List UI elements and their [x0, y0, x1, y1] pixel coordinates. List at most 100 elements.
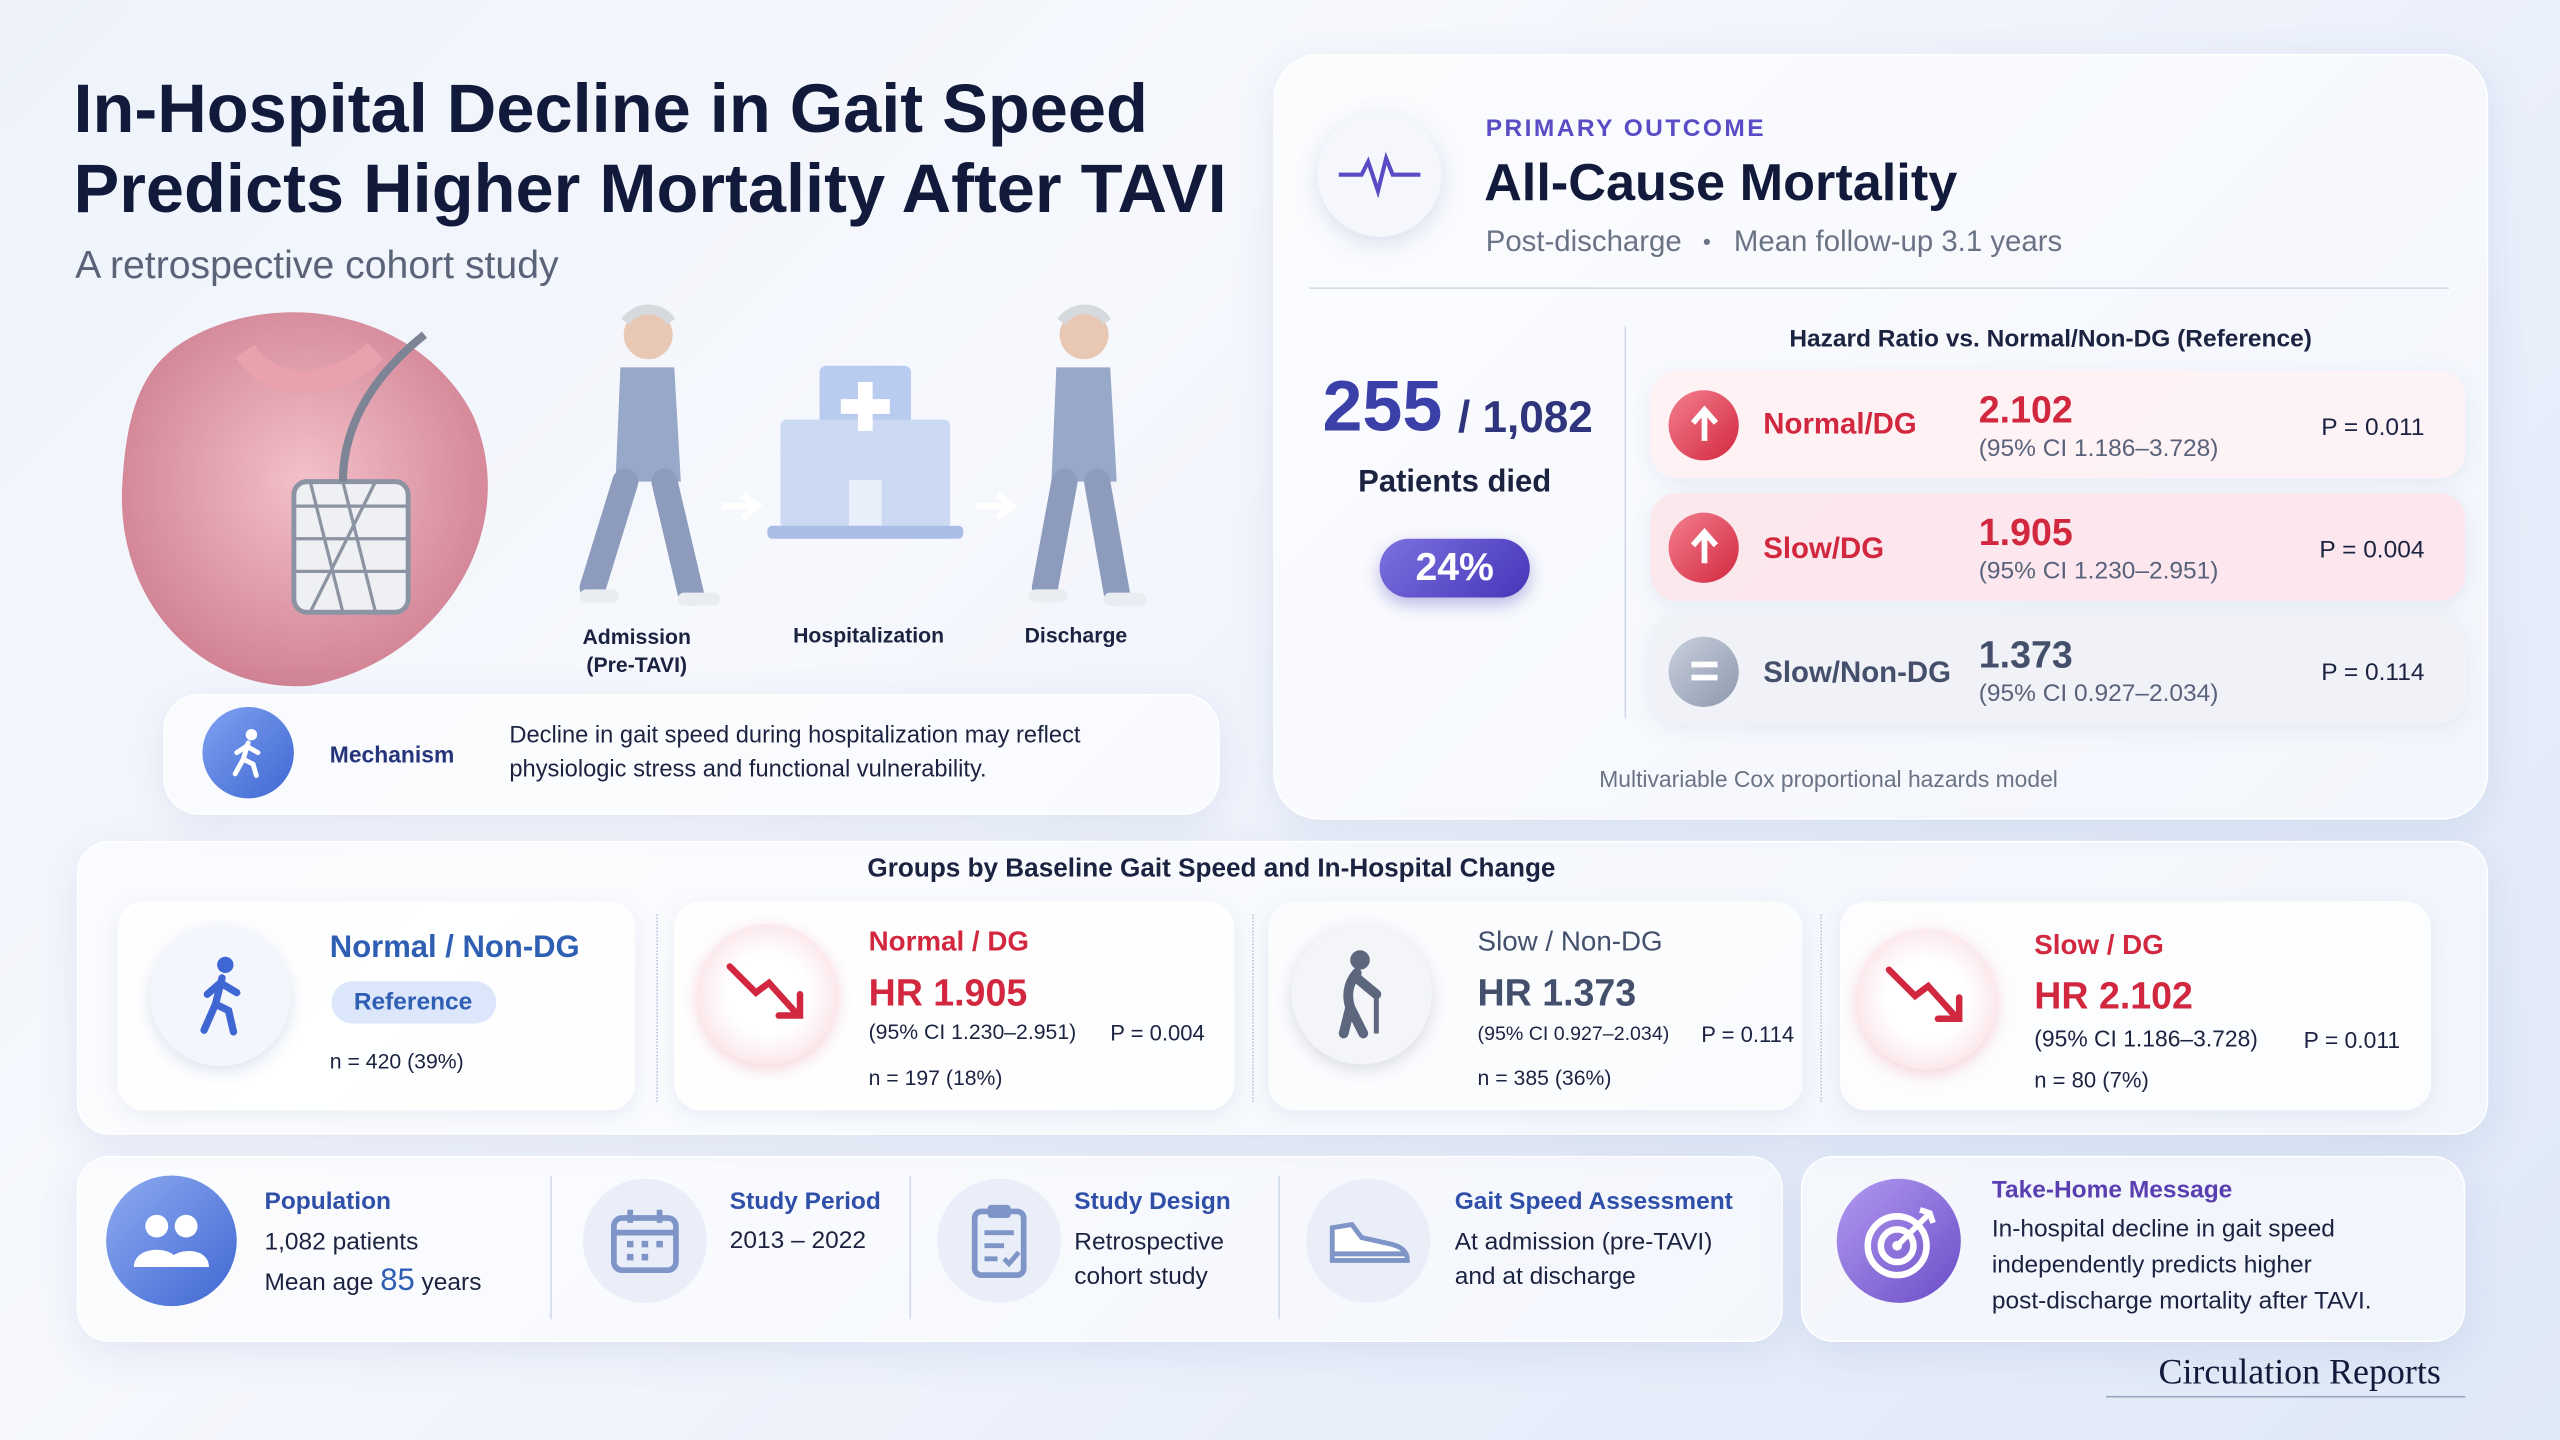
hazard-group: Slow/DG [1763, 531, 1885, 565]
subtitle: A retrospective cohort study [75, 243, 559, 288]
arrow [976, 492, 1018, 521]
separator [1252, 914, 1254, 1103]
deaths-label: Patients died [1358, 465, 1552, 500]
reference-label: Reference [353, 988, 473, 1017]
group-n: n = 420 (39%) [329, 1049, 464, 1074]
outcome-kicker: PRIMARY OUTCOME [1485, 114, 1767, 143]
outcome-detail: Post-discharge [1485, 224, 1682, 258]
groups-title: Groups by Baseline Gait Speed and In-Hos… [867, 855, 1556, 883]
age-prefix: Mean age [264, 1268, 374, 1297]
icon-part [848, 479, 882, 529]
separator [656, 914, 658, 1103]
hazard-row [1650, 615, 2466, 724]
hazard-row [1650, 370, 2466, 479]
icon-part [133, 1249, 209, 1267]
icon-part [579, 589, 720, 606]
icon-part [174, 1214, 198, 1238]
icon-part [1877, 1226, 1917, 1266]
icon-part [232, 740, 261, 778]
arrow [721, 492, 763, 521]
icon-part [1895, 1207, 1936, 1248]
footer-title: Study Design [1074, 1187, 1231, 1216]
group-p: P = 0.011 [2303, 1026, 2401, 1053]
population-icon [106, 1175, 237, 1307]
reference-badge [331, 981, 497, 1024]
icon-part [1329, 1221, 1410, 1263]
icon-part [1051, 367, 1117, 482]
footer-text: At admission (pre-TAVI) [1454, 1228, 1713, 1257]
icon-part [293, 480, 409, 613]
up-arrow [1690, 405, 1719, 441]
footnote: Multivariable Cox proportional hazards m… [1599, 765, 2058, 792]
shoe-icon [1329, 1221, 1410, 1263]
elderly-icon [1338, 950, 1382, 1039]
icon-part [623, 310, 673, 360]
icon-part [721, 492, 763, 521]
group-hr: HR 1.905 [868, 971, 1028, 1014]
source: Circulation Reports [2158, 1350, 2441, 1392]
mechanism-box [163, 693, 1220, 815]
hazard-ci: (95% CI 1.186–3.728) [1978, 434, 2219, 463]
icon-part [1059, 310, 1109, 360]
hazard-value: 1.373 [1978, 633, 2073, 676]
mechanism-text: Decline in gait speed during hospitaliza… [509, 722, 1081, 749]
outcome-detail: Mean follow-up 3.1 years [1733, 224, 2063, 258]
equal-icon [1668, 636, 1739, 707]
hazard-value: 2.102 [1978, 388, 2073, 431]
hazard-ci: (95% CI 1.230–2.951) [1978, 557, 2219, 586]
group-icon [1291, 924, 1432, 1065]
walk-icon [200, 956, 241, 1036]
icon-part [245, 728, 258, 741]
decline-icon [726, 963, 804, 1019]
group-ci: (95% CI 1.186–3.728) [2034, 1025, 2258, 1052]
group-hr: HR 2.102 [2034, 974, 2193, 1017]
icon-part [1864, 1213, 1930, 1279]
hazard-group: Normal/DG [1763, 407, 1917, 441]
outcome-title: All-Cause Mortality [1484, 152, 1958, 212]
footer-title: Gait Speed Assessment [1454, 1187, 1733, 1216]
footer-text: and at discharge [1454, 1262, 1636, 1291]
icon-part [145, 1214, 169, 1238]
group-name: Normal / Non-DG [329, 930, 580, 966]
target-icon [1864, 1207, 1936, 1279]
group-n: n = 197 (18%) [868, 1065, 1003, 1090]
title-line: Predicts Higher Mortality After TAVI [73, 149, 1227, 227]
icon-part [613, 1209, 676, 1236]
group-icon [697, 924, 838, 1065]
take-home-text: post-discharge mortality after TAVI. [1991, 1287, 2372, 1315]
study-panel [76, 1155, 1783, 1343]
icon-part [1690, 405, 1719, 441]
calendar-icon [611, 1209, 679, 1274]
hospital-icon [767, 365, 964, 539]
outcome-icon [1317, 112, 1442, 237]
walk-icon [232, 728, 261, 778]
icon-part [217, 956, 234, 974]
mechanism-text: physiologic stress and functional vulner… [509, 757, 987, 784]
clipboard-icon [971, 1204, 1027, 1278]
group-p: P = 0.004 [1110, 1020, 1205, 1046]
icon-part [1028, 589, 1147, 606]
footer-text: 1,082 patients [264, 1228, 419, 1257]
deaths-count: 255 [1322, 366, 1443, 447]
take-home-text: In-hospital decline in gait speed [1991, 1215, 2335, 1244]
hazard-p: P = 0.004 [2319, 536, 2425, 564]
patient-figure [579, 304, 720, 606]
vertical-divider [1624, 326, 1627, 719]
group-hr: HR 1.373 [1477, 971, 1637, 1014]
people-icon [133, 1214, 209, 1267]
icon-part [579, 468, 704, 606]
icon-part [1338, 968, 1382, 1039]
hazard-p: P = 0.114 [2321, 658, 2425, 687]
hazard-value: 1.905 [1978, 510, 2073, 554]
icon-part [338, 331, 428, 482]
patient-figure [1028, 304, 1147, 606]
icon-part [1690, 527, 1719, 564]
hazard-row [1650, 493, 2466, 601]
icon-part [621, 304, 676, 325]
separator [1820, 914, 1823, 1103]
footer-text: Mean age 85 years [264, 1264, 481, 1300]
footer-text: 2013 – 2022 [729, 1226, 866, 1255]
